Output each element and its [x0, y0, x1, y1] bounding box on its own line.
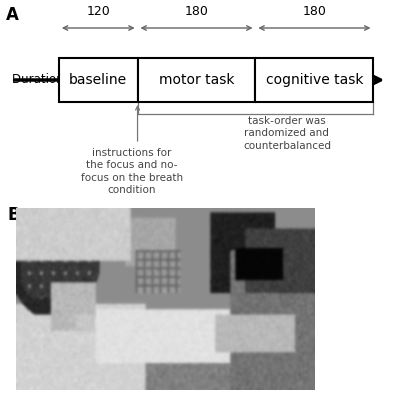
Text: cognitive task: cognitive task	[266, 73, 363, 87]
Text: B: B	[8, 206, 20, 224]
Text: task-order was
randomized and
counterbalanced: task-order was randomized and counterbal…	[243, 116, 331, 151]
Text: motor task: motor task	[159, 73, 234, 87]
Bar	[59, 58, 138, 102]
Text: baseline: baseline	[69, 73, 127, 87]
Text: 180: 180	[185, 5, 208, 18]
Text: 120: 120	[86, 5, 110, 18]
Text: A: A	[6, 6, 19, 24]
Text: 180: 180	[303, 5, 326, 18]
Bar	[255, 58, 373, 102]
Bar	[138, 58, 255, 102]
Text: instructions for
the focus and no-
focus on the breath
condition: instructions for the focus and no- focus…	[81, 148, 183, 195]
Text: Duration (s): Duration (s)	[12, 74, 83, 86]
